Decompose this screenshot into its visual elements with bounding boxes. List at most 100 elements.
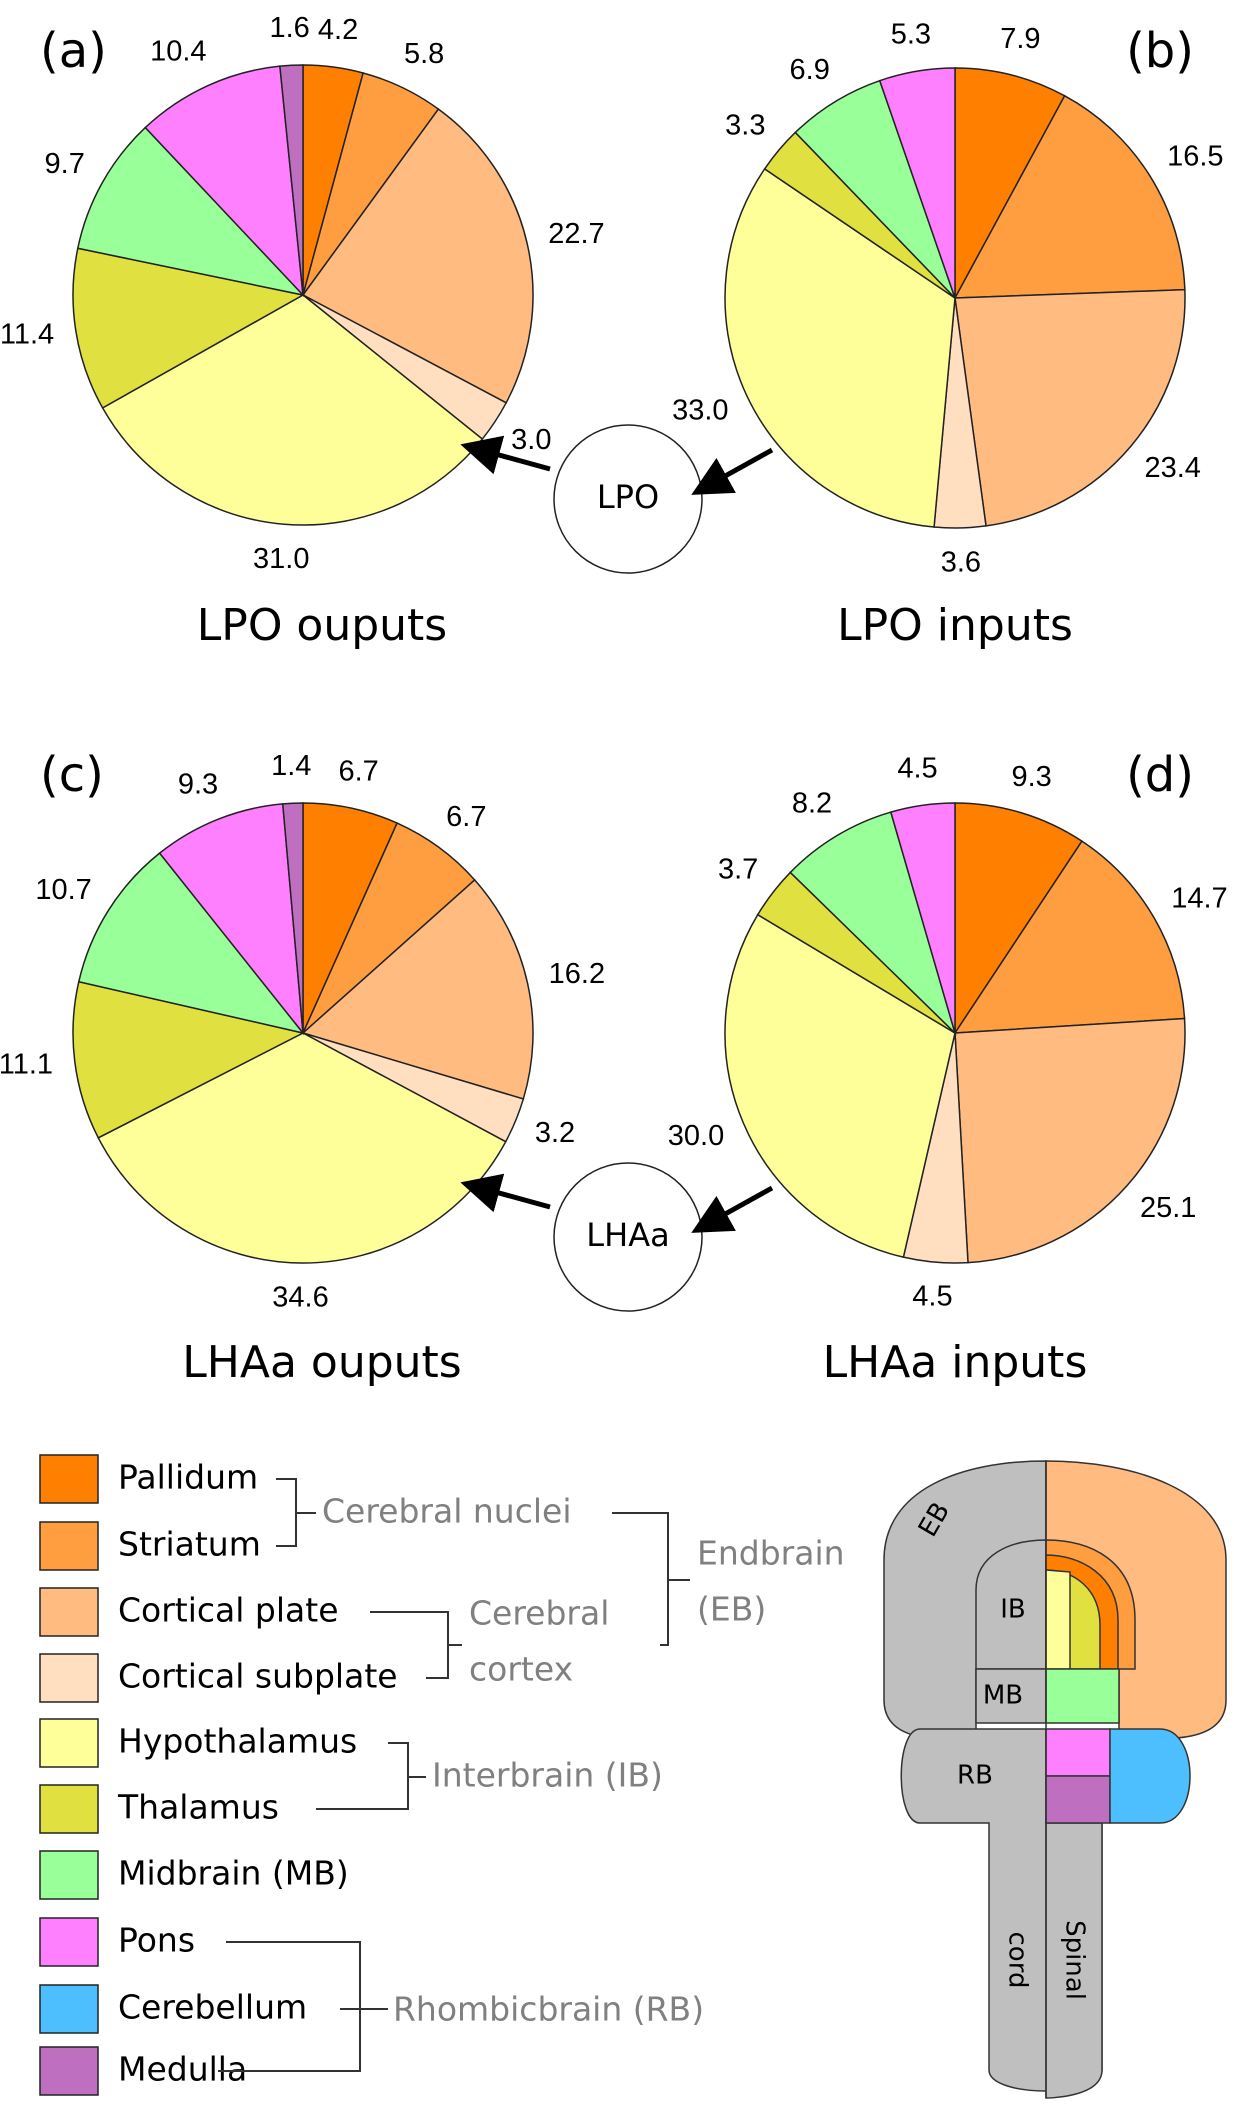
panel-label: (c) xyxy=(40,747,104,803)
pie-slice xyxy=(878,67,956,299)
chart-title: LHAa ouputs xyxy=(182,1337,461,1388)
slice-label: 9.3 xyxy=(1011,761,1051,793)
diagram-label: cord xyxy=(1003,1932,1033,1989)
pie-slice xyxy=(144,65,304,298)
group-label: Cerebral nuclei xyxy=(322,1492,572,1531)
group-label: Interbrain (IB) xyxy=(432,1756,663,1795)
legend-label: Cortical plate xyxy=(118,1591,339,1630)
slice-label: 4.2 xyxy=(318,14,358,46)
pie-slice xyxy=(889,802,956,1034)
legend-swatch xyxy=(39,1653,99,1703)
bracket xyxy=(276,1478,316,1547)
slice-label: 1.4 xyxy=(271,750,311,782)
legend-label: Pons xyxy=(118,1921,195,1960)
legend-swatch xyxy=(39,1917,99,1967)
pie-slice xyxy=(301,878,534,1100)
pie-slice xyxy=(724,913,956,1259)
diagram-label: RB xyxy=(957,1761,993,1791)
slice-label: 7.9 xyxy=(1000,23,1040,55)
legend-label: Medulla xyxy=(118,2050,247,2089)
legend-swatch xyxy=(39,1984,99,2034)
panel-label: (d) xyxy=(1126,747,1194,803)
legend-label: Hypothalamus xyxy=(118,1722,357,1761)
bracket xyxy=(316,1742,426,1810)
slice-label: 6.7 xyxy=(446,801,486,833)
arrow xyxy=(460,435,551,475)
slice-label: 11.1 xyxy=(0,1049,53,1081)
group-label: cortex xyxy=(469,1650,573,1689)
pie-slice xyxy=(789,811,957,1036)
slice-label: 16.5 xyxy=(1167,140,1223,172)
slice-label: 25.1 xyxy=(1140,1192,1196,1224)
slice-label: 3.6 xyxy=(941,547,981,579)
legend-label: Thalamus xyxy=(117,1788,279,1827)
pie-slice xyxy=(77,852,305,1035)
slice-label: 4.5 xyxy=(912,1281,952,1313)
slice-label: 10.7 xyxy=(35,874,91,906)
slice-label: 5.3 xyxy=(891,18,931,50)
chart-title: LPO inputs xyxy=(837,600,1073,651)
pie-slice xyxy=(953,94,1186,299)
slice-label: 11.4 xyxy=(0,319,54,351)
bracket xyxy=(218,1941,388,2072)
legend-swatch xyxy=(39,1587,99,1637)
diagram-label: IB xyxy=(1000,1595,1026,1625)
group-label: Endbrain xyxy=(697,1534,845,1573)
slice-label: 30.0 xyxy=(668,1120,724,1152)
slice-label: 9.3 xyxy=(178,769,218,801)
pie-slice xyxy=(724,167,956,528)
pie-slice xyxy=(101,294,484,526)
arrow xyxy=(691,1185,774,1233)
diagram-label: Spinal xyxy=(1060,1920,1090,2000)
pie-slice xyxy=(76,126,306,297)
diagram-label: MB xyxy=(983,1681,1023,1711)
panel-label: (b) xyxy=(1126,23,1194,79)
bracket xyxy=(612,1512,690,1646)
legend-swatch xyxy=(39,2046,99,2096)
panel-label: (a) xyxy=(40,23,107,79)
pie-slice xyxy=(954,802,1083,1036)
slice-label: 16.2 xyxy=(549,958,605,990)
node-label: LPO xyxy=(597,478,659,516)
pie-slice xyxy=(953,840,1186,1034)
slice-label: 9.7 xyxy=(45,148,85,180)
legend-swatch xyxy=(39,1521,99,1571)
pie-slice xyxy=(72,247,306,409)
slice-label: 3.3 xyxy=(725,109,765,141)
pie-slice xyxy=(954,1017,1186,1264)
pie-slice xyxy=(279,64,304,296)
chart-title: LHAa inputs xyxy=(823,1337,1088,1388)
slice-label: 33.0 xyxy=(672,394,728,426)
pie-slice xyxy=(72,980,306,1139)
legend-label: Striatum xyxy=(118,1525,261,1564)
pie-slice xyxy=(954,288,1186,527)
legend-label: Cortical subplate xyxy=(118,1657,398,1696)
slice-label: 6.9 xyxy=(790,54,830,86)
arrow xyxy=(691,447,774,495)
brain-diagram xyxy=(883,1460,1227,2099)
slice-label: 22.7 xyxy=(548,218,604,250)
group-label: Rhombicbrain (RB) xyxy=(393,1990,704,2029)
legend-label: Midbrain (MB) xyxy=(118,1854,349,1893)
slice-label: 8.2 xyxy=(792,788,832,820)
slice-label: 3.2 xyxy=(535,1117,575,1149)
legend-swatch xyxy=(39,1718,99,1768)
legend-swatch xyxy=(39,1850,99,1900)
legend-label: Pallidum xyxy=(118,1458,258,1497)
slice-label: 4.5 xyxy=(897,752,937,784)
slice-label: 10.4 xyxy=(150,36,206,68)
legend-swatch xyxy=(39,1784,99,1834)
slice-label: 14.7 xyxy=(1171,882,1227,914)
legend-label: Cerebellum xyxy=(118,1988,307,2027)
slice-label: 31.0 xyxy=(253,543,309,575)
node-circle xyxy=(553,424,703,574)
slice-label: 3.7 xyxy=(718,853,758,885)
arrow xyxy=(460,1173,551,1213)
bracket xyxy=(370,1611,462,1679)
pie-slice xyxy=(954,67,1066,299)
slice-label: 6.7 xyxy=(338,756,378,788)
pie-slice xyxy=(301,108,534,404)
pie-slice xyxy=(158,803,304,1036)
slice-label: 5.8 xyxy=(404,38,444,70)
